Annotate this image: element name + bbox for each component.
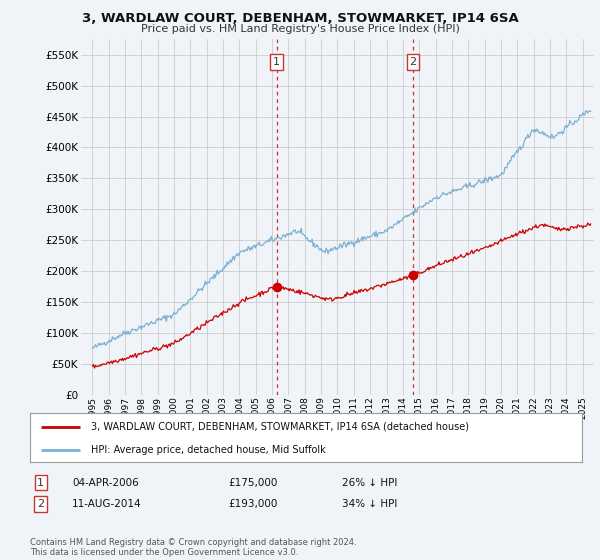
Text: 11-AUG-2014: 11-AUG-2014 bbox=[72, 499, 142, 509]
Text: 04-APR-2006: 04-APR-2006 bbox=[72, 478, 139, 488]
Text: 3, WARDLAW COURT, DEBENHAM, STOWMARKET, IP14 6SA: 3, WARDLAW COURT, DEBENHAM, STOWMARKET, … bbox=[82, 12, 518, 25]
Text: 1: 1 bbox=[273, 57, 280, 67]
Text: £175,000: £175,000 bbox=[228, 478, 277, 488]
Text: Contains HM Land Registry data © Crown copyright and database right 2024.
This d: Contains HM Land Registry data © Crown c… bbox=[30, 538, 356, 557]
Text: 2: 2 bbox=[409, 57, 416, 67]
Text: 1: 1 bbox=[37, 478, 44, 488]
Text: 34% ↓ HPI: 34% ↓ HPI bbox=[342, 499, 397, 509]
Text: 26% ↓ HPI: 26% ↓ HPI bbox=[342, 478, 397, 488]
Text: Price paid vs. HM Land Registry's House Price Index (HPI): Price paid vs. HM Land Registry's House … bbox=[140, 24, 460, 34]
Text: £193,000: £193,000 bbox=[228, 499, 277, 509]
Text: 3, WARDLAW COURT, DEBENHAM, STOWMARKET, IP14 6SA (detached house): 3, WARDLAW COURT, DEBENHAM, STOWMARKET, … bbox=[91, 422, 469, 432]
Text: 2: 2 bbox=[37, 499, 44, 509]
Text: HPI: Average price, detached house, Mid Suffolk: HPI: Average price, detached house, Mid … bbox=[91, 445, 325, 455]
